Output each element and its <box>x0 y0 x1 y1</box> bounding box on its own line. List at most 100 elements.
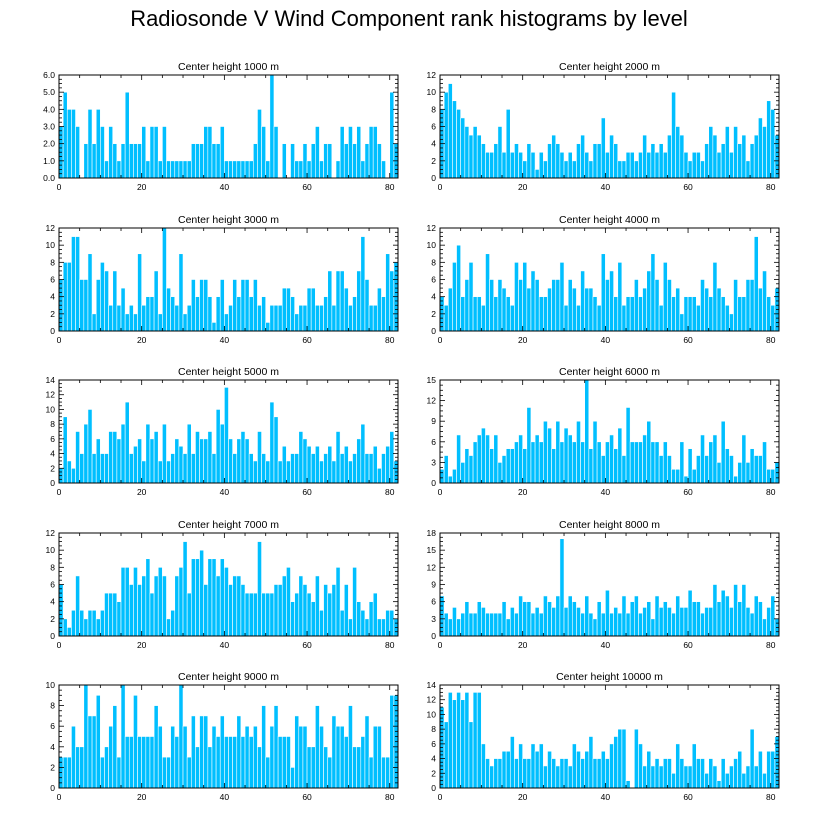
bar <box>596 601 602 637</box>
bar <box>646 601 652 637</box>
bar <box>108 592 114 637</box>
x-tick-label: 0 <box>438 335 443 345</box>
bar <box>650 618 656 637</box>
bar <box>133 694 138 789</box>
bar <box>501 750 507 789</box>
bar <box>758 455 763 484</box>
bar <box>452 262 457 332</box>
bar <box>654 151 660 179</box>
bar <box>654 441 660 484</box>
bar <box>580 441 585 484</box>
bar <box>211 453 217 484</box>
bar <box>687 448 693 484</box>
bar <box>335 725 341 789</box>
bar <box>120 567 126 637</box>
bar <box>128 736 134 789</box>
bar-series <box>439 236 780 332</box>
bar <box>629 601 635 637</box>
bar <box>642 287 648 332</box>
axis-ticks <box>439 74 779 179</box>
bar <box>71 725 76 789</box>
bar <box>352 453 357 484</box>
y-tick-label: 0 <box>431 173 436 183</box>
panel-title: Center height 9000 m <box>178 671 279 683</box>
bar <box>464 692 470 789</box>
bar <box>372 725 378 789</box>
bar <box>228 160 233 179</box>
bar <box>762 441 767 484</box>
bar <box>629 441 635 484</box>
bar <box>343 584 349 637</box>
bar <box>708 441 714 484</box>
bar <box>182 725 188 789</box>
bar <box>526 143 532 179</box>
bar <box>700 758 705 789</box>
y-tick-label: 4 <box>431 292 436 302</box>
bar <box>100 262 105 332</box>
bar <box>758 750 763 789</box>
bar <box>518 434 523 484</box>
bar <box>662 262 668 332</box>
bar <box>501 287 507 332</box>
bar <box>547 601 552 637</box>
bar <box>724 448 730 484</box>
bar <box>315 304 320 332</box>
bar <box>244 279 250 332</box>
y-tick-label: 0 <box>50 478 55 488</box>
y-tick-label: 12 <box>427 396 437 406</box>
bar <box>133 313 138 332</box>
bar <box>538 441 544 484</box>
bar <box>71 467 76 484</box>
bar <box>456 618 461 637</box>
x-tick-label: 20 <box>137 335 147 345</box>
bar <box>327 592 333 637</box>
bar <box>265 592 271 637</box>
bar <box>372 445 378 484</box>
bar <box>343 736 349 789</box>
bar <box>290 601 295 637</box>
bar <box>621 160 627 179</box>
bar <box>269 401 275 484</box>
bar <box>460 462 466 484</box>
bar <box>100 126 105 179</box>
bar <box>720 589 726 637</box>
bar <box>83 618 89 637</box>
bar <box>443 612 449 637</box>
bar <box>584 595 590 637</box>
bar <box>310 287 316 332</box>
bar <box>281 445 287 484</box>
bar <box>551 607 557 637</box>
panel-title: Center height 7000 m <box>178 519 279 531</box>
bar <box>128 304 134 332</box>
x-tick-label: 20 <box>137 792 147 802</box>
bar <box>331 584 337 637</box>
x-tick-label: 60 <box>683 640 693 650</box>
bar <box>716 462 722 484</box>
bar <box>522 448 528 484</box>
y-tick-label: 8 <box>50 257 55 267</box>
bar <box>518 279 523 332</box>
y-tick-label: 9 <box>431 580 436 590</box>
bar <box>758 287 763 332</box>
bar <box>716 287 722 332</box>
y-tick-label: 0.0 <box>43 173 55 183</box>
bar <box>658 455 664 484</box>
y-tick-label: 2.0 <box>43 139 55 149</box>
y-tick-label: 8 <box>431 257 436 267</box>
bar <box>215 143 221 179</box>
bar <box>485 253 490 332</box>
bar <box>509 151 515 179</box>
bar <box>104 592 109 637</box>
bar <box>481 143 486 179</box>
bar <box>319 609 324 637</box>
bar <box>228 736 233 789</box>
x-tick-label: 40 <box>220 182 230 192</box>
bar <box>66 460 72 484</box>
bar <box>576 304 581 332</box>
bar <box>178 445 184 484</box>
bar <box>559 441 565 484</box>
y-tick-label: 4 <box>50 597 55 607</box>
bar <box>687 160 693 179</box>
panel-title: Center height 2000 m <box>559 61 660 73</box>
bar <box>704 772 710 789</box>
